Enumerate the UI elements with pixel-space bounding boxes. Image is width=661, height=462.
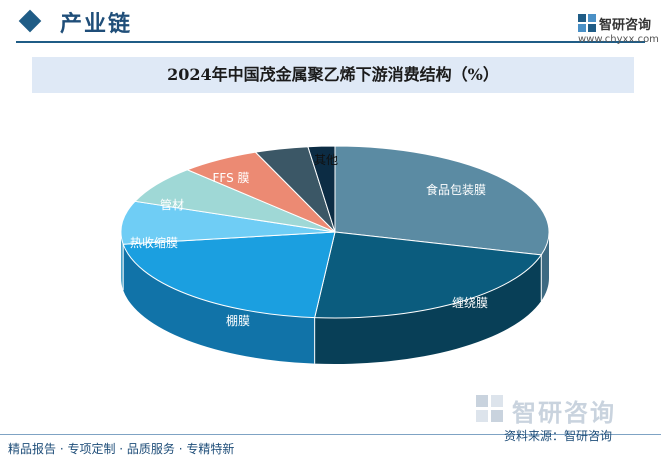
pie-slice-7[interactable] xyxy=(307,145,336,233)
pie-slice-2[interactable] xyxy=(122,231,336,319)
brand-name: 智研咨询 xyxy=(599,18,652,33)
pie-label-2: 棚膜 xyxy=(226,313,250,328)
brand-url[interactable]: www.chyxx.com xyxy=(578,34,659,45)
pie-side-3 xyxy=(121,232,124,291)
footer-divider xyxy=(0,434,661,435)
watermark-logo-icon xyxy=(476,395,503,422)
brand-logo-icon xyxy=(578,14,596,32)
chart-title: 2024年中国茂金属聚乙烯下游消费结构（%） xyxy=(167,65,499,84)
pie-side-1 xyxy=(314,254,542,364)
pie-side-walls xyxy=(121,232,549,364)
watermark-brand: 智研咨询 xyxy=(512,399,616,427)
pie-label-3: 热收缩膜 xyxy=(130,235,178,250)
source-note: 资料来源：智研咨询 xyxy=(504,429,613,443)
pie-slice-1[interactable] xyxy=(314,231,543,319)
pie-label-4: 管材 xyxy=(160,197,184,212)
pie-label-6: 其他 xyxy=(314,153,338,167)
section-title: 产业链 xyxy=(60,12,133,37)
header: 产业链 xyxy=(0,0,661,52)
pie-label-1: 缠绕膜 xyxy=(452,295,488,310)
pie-slice-0[interactable] xyxy=(334,145,550,256)
pie-label-5: FFS 膜 xyxy=(212,171,249,185)
pie-side-2 xyxy=(123,244,315,364)
footer-tagline: 精品报告 · 专项定制 · 品质服务 · 专精特新 xyxy=(8,442,235,456)
chart-title-band: 2024年中国茂金属聚乙烯下游消费结构（%） xyxy=(32,57,634,93)
pie-label-0: 食品包装膜 xyxy=(426,182,486,197)
pie-slice-3[interactable] xyxy=(120,200,336,245)
pie-side-0 xyxy=(541,232,549,301)
header-divider xyxy=(16,41,645,43)
pie-top xyxy=(120,145,550,319)
